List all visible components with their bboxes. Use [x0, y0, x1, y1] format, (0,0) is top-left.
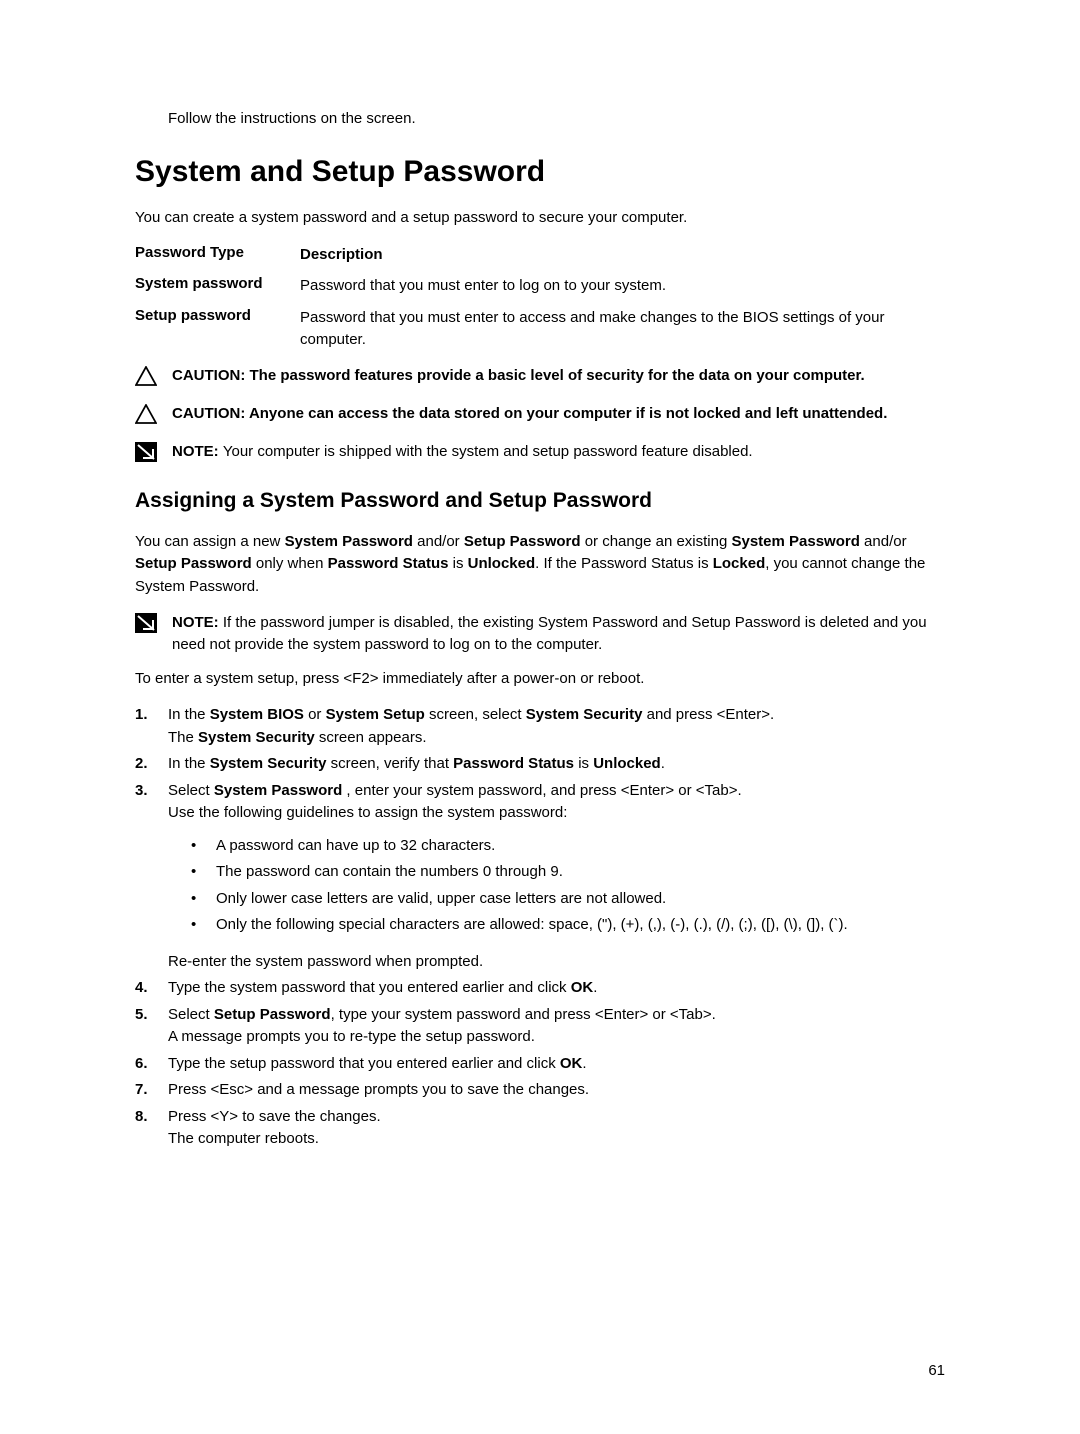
step-1: 1. In the System BIOS or System Setup sc… — [135, 704, 945, 749]
enter-setup-paragraph: To enter a system setup, press <F2> imme… — [135, 668, 945, 691]
step-2: 2. In the System Security screen, verify… — [135, 753, 945, 776]
table-row: System password Password that you must e… — [135, 275, 945, 297]
step-body: Press <Esc> and a message prompts you to… — [168, 1079, 945, 1102]
heading-2: Assigning a System Password and Setup Pa… — [135, 489, 945, 513]
note-icon — [135, 612, 160, 638]
step-4: 4. Type the system password that you ent… — [135, 977, 945, 1000]
guideline-list: •A password can have up to 32 characters… — [168, 835, 945, 937]
table-header-row: Password Type Description — [135, 244, 945, 266]
step-body: Select System Password , enter your syst… — [168, 780, 945, 974]
table-cell-type: Setup password — [135, 307, 300, 351]
caution-callout: CAUTION: Anyone can access the data stor… — [135, 403, 945, 429]
step-body: In the System Security screen, verify th… — [168, 753, 945, 776]
note-callout: NOTE: Your computer is shipped with the … — [135, 441, 945, 467]
ordered-steps: 1. In the System BIOS or System Setup sc… — [135, 704, 945, 1151]
table-cell-desc: Password that you must enter to log on t… — [300, 275, 666, 297]
table-row: Setup password Password that you must en… — [135, 307, 945, 351]
step-8: 8. Press <Y> to save the changes. The co… — [135, 1106, 945, 1151]
step-number: 3. — [135, 780, 168, 974]
caution-icon — [135, 365, 160, 391]
note-text: NOTE: If the password jumper is disabled… — [172, 612, 945, 656]
step-number: 6. — [135, 1053, 168, 1076]
step-body: Type the setup password that you entered… — [168, 1053, 945, 1076]
step-3: 3. Select System Password , enter your s… — [135, 780, 945, 974]
step-number: 7. — [135, 1079, 168, 1102]
top-instruction: Follow the instructions on the screen. — [168, 110, 945, 127]
table-header-type: Password Type — [135, 244, 300, 266]
step-5: 5. Select Setup Password, type your syst… — [135, 1004, 945, 1049]
table-cell-desc: Password that you must enter to access a… — [300, 307, 945, 351]
step-body: Select Setup Password, type your system … — [168, 1004, 945, 1049]
step-number: 1. — [135, 704, 168, 749]
note-icon — [135, 441, 160, 467]
step-6: 6. Type the setup password that you ente… — [135, 1053, 945, 1076]
note-callout: NOTE: If the password jumper is disabled… — [135, 612, 945, 656]
caution-text: CAUTION: The password features provide a… — [172, 365, 865, 387]
step-number: 8. — [135, 1106, 168, 1151]
step-body: Type the system password that you entere… — [168, 977, 945, 1000]
table-cell-type: System password — [135, 275, 300, 297]
table-header-desc: Description — [300, 244, 383, 266]
list-item: •The password can contain the numbers 0 … — [168, 861, 945, 884]
intro-paragraph: You can create a system password and a s… — [135, 207, 945, 230]
step-number: 4. — [135, 977, 168, 1000]
caution-callout: CAUTION: The password features provide a… — [135, 365, 945, 391]
heading-1: System and Setup Password — [135, 155, 945, 189]
page: Follow the instructions on the screen. S… — [0, 0, 1080, 1434]
caution-text: CAUTION: Anyone can access the data stor… — [172, 403, 887, 425]
list-item: •A password can have up to 32 characters… — [168, 835, 945, 858]
list-item: •Only lower case letters are valid, uppe… — [168, 888, 945, 911]
step-number: 5. — [135, 1004, 168, 1049]
step-7: 7. Press <Esc> and a message prompts you… — [135, 1079, 945, 1102]
password-table: Password Type Description System passwor… — [135, 244, 945, 351]
list-item: •Only the following special characters a… — [168, 914, 945, 937]
caution-icon — [135, 403, 160, 429]
step-number: 2. — [135, 753, 168, 776]
step-body: Press <Y> to save the changes. The compu… — [168, 1106, 945, 1151]
note-text: NOTE: Your computer is shipped with the … — [172, 441, 753, 463]
assign-paragraph: You can assign a new System Password and… — [135, 531, 945, 599]
page-number: 61 — [928, 1362, 945, 1379]
step-body: In the System BIOS or System Setup scree… — [168, 704, 945, 749]
